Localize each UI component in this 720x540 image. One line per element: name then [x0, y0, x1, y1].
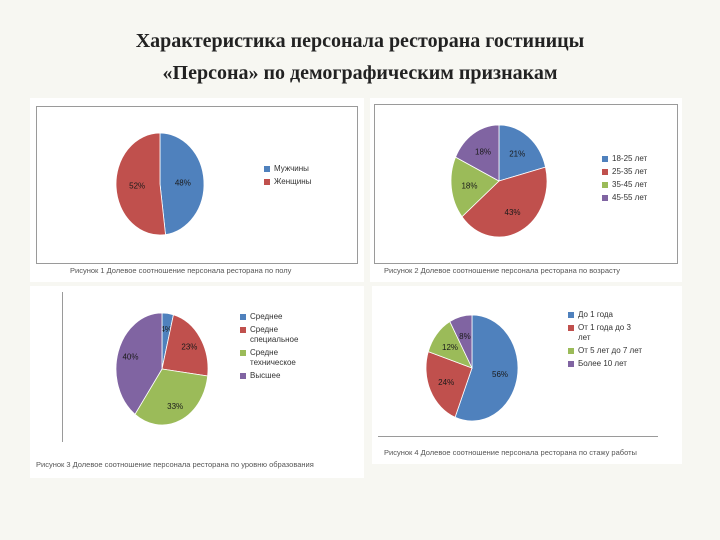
pie-slice-4	[449, 314, 473, 369]
legend-label: 45-55 лет	[612, 193, 648, 202]
legend-education: Среднее Средне специальное Средне техничес…	[240, 312, 316, 384]
data-label-4: 18%	[475, 148, 491, 157]
data-label-2: 23%	[181, 342, 197, 351]
pie-slice-2	[461, 166, 548, 238]
legend-label: Женщины	[274, 177, 312, 186]
chart-caption-gender: Рисунок 1 Долевое соотношение персонала …	[70, 266, 292, 275]
slide-title-line-1: Характеристика персонала ресторана гости…	[135, 30, 585, 52]
data-label-1: 48%	[175, 178, 191, 187]
pie-slice-1	[159, 132, 205, 236]
legend-entry: До 1 года	[568, 310, 644, 320]
legend-swatch	[568, 361, 574, 367]
chart-caption-experience: Рисунок 4 Долевое соотношение персонала …	[384, 448, 637, 457]
legend-swatch	[602, 195, 608, 201]
legend-swatch	[240, 350, 246, 356]
legend-entry: Средне техническое	[240, 348, 316, 368]
legend-label: От 5 лет до 7 лет	[578, 346, 643, 355]
pie-chart-age: 21% 43% 18% 18%	[450, 124, 548, 238]
legend-swatch	[568, 325, 574, 331]
pie-slice-4	[115, 312, 163, 415]
data-label-3: 12%	[442, 343, 458, 352]
data-label-3: 33%	[167, 402, 183, 411]
legend-swatch	[264, 166, 270, 172]
legend-label: Более 10 лет	[578, 359, 627, 368]
legend-label: Высшее	[250, 371, 281, 380]
legend-swatch	[264, 179, 270, 185]
chart-panel-age: 21% 43% 18% 18% 18-25 лет 25-35 лет 35-45 лет…	[370, 98, 682, 282]
legend-entry: Мужчины	[264, 164, 340, 174]
pie-slice-1	[498, 124, 546, 182]
pie-slice-1	[454, 314, 519, 422]
pie-slice-2	[425, 351, 473, 418]
legend-entry: 45-55 лет	[602, 193, 678, 203]
data-label-2: 52%	[129, 182, 145, 191]
legend-swatch	[240, 314, 246, 320]
legend-gender: Мужчины Женщины	[264, 164, 340, 190]
legend-label: Среднее	[250, 312, 283, 321]
legend-label: Мужчины	[274, 164, 309, 173]
legend-entry: 35-45 лет	[602, 180, 678, 190]
data-label-1: 4%	[160, 325, 172, 334]
chart-frame	[374, 104, 678, 264]
legend-swatch	[602, 156, 608, 162]
chart-frame	[36, 106, 358, 264]
legend-swatch	[240, 373, 246, 379]
legend-experience: До 1 года От 1 года до 3 лет От 5 лет до 7…	[568, 310, 644, 372]
pie-slice-3	[134, 368, 209, 426]
pie-slice-2	[161, 314, 209, 377]
data-label-2: 24%	[438, 378, 454, 387]
legend-label: 18-25 лет	[612, 154, 648, 163]
legend-label: 35-45 лет	[612, 180, 648, 189]
legend-swatch	[568, 312, 574, 318]
legend-label: От 1 года до 3 лет	[578, 323, 631, 342]
frame-left-edge	[62, 292, 63, 442]
data-label-1: 56%	[492, 370, 508, 379]
legend-swatch	[602, 169, 608, 175]
pie-chart-education: 4% 23% 33% 40%	[115, 312, 209, 426]
legend-entry: От 1 года до 3 лет	[568, 323, 644, 343]
legend-age: 18-25 лет 25-35 лет 35-45 лет 45-55 лет	[602, 154, 678, 206]
legend-swatch	[240, 327, 246, 333]
pie-slice-4	[455, 124, 500, 182]
legend-label: 25-35 лет	[612, 167, 648, 176]
data-label-4: 8%	[459, 332, 471, 341]
legend-entry: Средне специальное	[240, 325, 316, 345]
legend-entry: Высшее	[240, 371, 316, 381]
pie-chart-gender: 48% 52%	[115, 132, 205, 236]
pie-chart-experience: 56% 24% 12%8%	[425, 314, 519, 422]
data-label-2: 43%	[505, 208, 521, 217]
legend-swatch	[568, 348, 574, 354]
legend-entry: 25-35 лет	[602, 167, 678, 177]
data-label-4: 40%	[122, 353, 138, 362]
legend-entry: От 5 лет до 7 лет	[568, 346, 644, 356]
data-label-1: 21%	[509, 150, 525, 159]
frame-bottom-edge	[378, 436, 658, 437]
chart-caption-education: Рисунок 3 Долевое соотношение персонала …	[36, 460, 314, 469]
slide-title-line-2: «Персона» по демографическим признакам	[162, 62, 558, 84]
legend-entry: Среднее	[240, 312, 316, 322]
pie-slice-3	[450, 156, 500, 218]
legend-entry: Женщины	[264, 177, 340, 187]
chart-panel-gender: 48% 52% Мужчины Женщины Рисунок 1 Долевое …	[30, 98, 364, 282]
legend-entry: Более 10 лет	[568, 359, 644, 369]
pie-slice-2	[115, 132, 166, 236]
chart-panel-experience: 56% 24% 12% 8% До 1 года От 1 года до 3 лет О…	[372, 286, 682, 464]
chart-panel-education: 4% 23% 33% 40% Среднее Средне специальное Сре…	[30, 286, 364, 478]
legend-label: Средне техническое	[250, 348, 296, 367]
data-label-3: 18%	[461, 181, 477, 190]
legend-label: До 1 года	[578, 310, 613, 319]
legend-entry: 18-25 лет	[602, 154, 678, 164]
chart-caption-age: Рисунок 2 Долевое соотношение персонала …	[384, 266, 621, 275]
legend-label: Средне специальное	[250, 325, 299, 344]
legend-swatch	[602, 182, 608, 188]
